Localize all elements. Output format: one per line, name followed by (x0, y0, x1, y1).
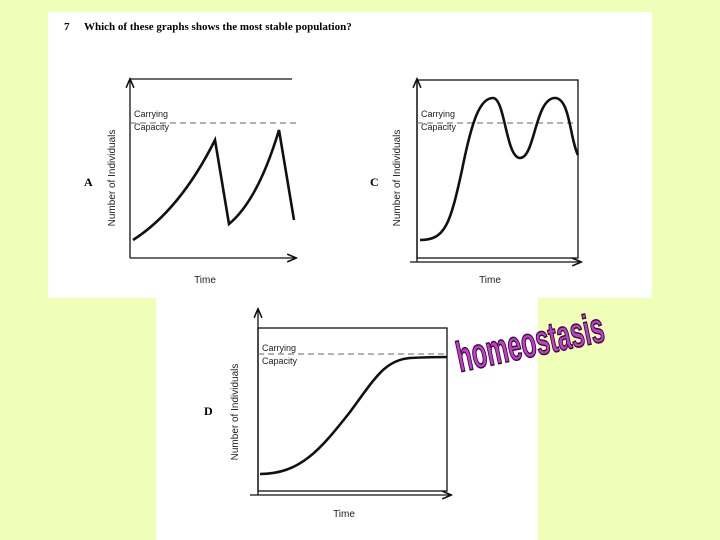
x-axis-label: Time (333, 509, 355, 520)
capacity-label: Capacity (262, 356, 298, 366)
bottom-panel (156, 297, 538, 540)
question-text: Which of these graphs shows the most sta… (84, 21, 352, 33)
capacity-label: Carrying (421, 109, 455, 119)
graph-letter: C (370, 175, 379, 189)
y-axis-label: Number of Individuals (392, 130, 403, 227)
x-axis-label: Time (194, 275, 216, 286)
frame (416, 79, 579, 259)
graph-c: Carrying Capacity Number of Individuals … (370, 80, 580, 286)
capacity-label: Capacity (421, 122, 457, 132)
capacity-label: Carrying (134, 109, 168, 119)
population-curve (259, 355, 448, 476)
capacity-label: Capacity (134, 122, 170, 132)
capacity-label: Carrying (262, 343, 296, 353)
x-axis-label: Time (479, 275, 501, 286)
population-curve (419, 96, 580, 242)
graph-letter: A (84, 175, 93, 189)
population-curve (132, 129, 296, 242)
graph-d: Carrying Capacity Number of Individuals … (204, 310, 450, 520)
top-panel (48, 12, 652, 298)
graph-a: Carrying Capacity Number of Individuals … (84, 79, 296, 286)
y-axis-label: Number of Individuals (107, 130, 118, 227)
frame (257, 327, 448, 492)
graph-letter: D (204, 404, 213, 418)
question-number: 7 (64, 21, 70, 33)
y-axis-label: Number of Individuals (230, 364, 241, 461)
